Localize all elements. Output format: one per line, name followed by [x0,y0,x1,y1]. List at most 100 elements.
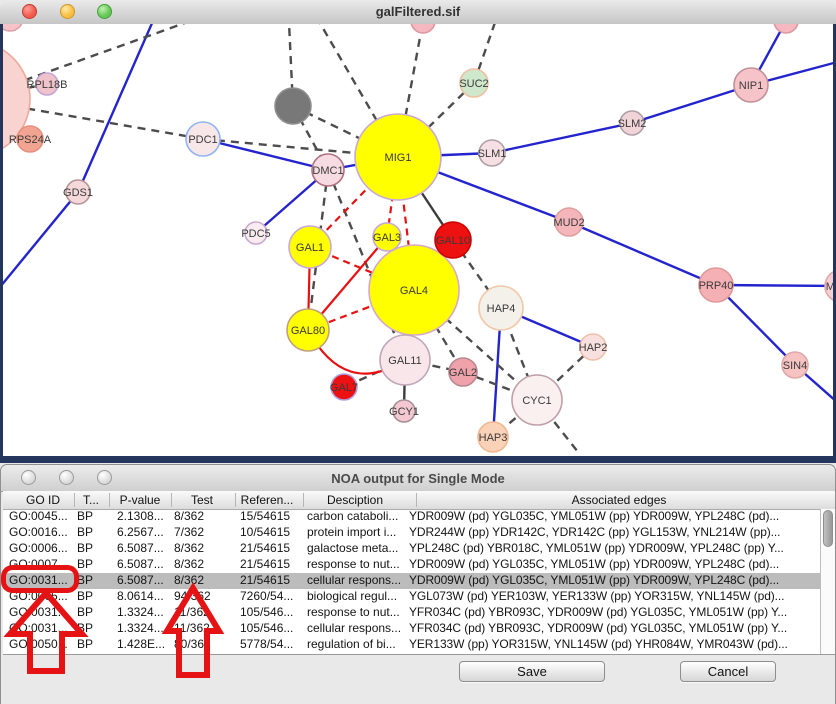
column-header-go[interactable]: GO ID [25,493,61,507]
graph-node-label: GAL10 [436,235,470,247]
graph-node-gal3[interactable] [372,222,402,252]
column-separator[interactable] [171,493,172,507]
graph-node-hap2[interactable] [579,333,607,361]
graph-edge[interactable] [202,137,329,172]
graph-node-gal4[interactable] [368,244,460,336]
table-row[interactable]: GO:0031... BP 6.5087... 8/362 21/54615 cellul… [3,573,820,589]
cell-pvalue: 6.5087... [117,573,164,587]
cell-pvalue: 1.428E... [117,637,166,651]
column-header-description[interactable]: Desciption [326,493,384,507]
noa-window-titlebar[interactable]: NOA output for Single Mode [1,465,835,492]
graph-edge[interactable] [568,220,717,287]
graph-node-label: MSN5 [826,281,833,293]
cell-edges: YFR034C (pd) YBR093C, YDR009W (pd) YGL03… [409,621,788,635]
graph-node-pdc5[interactable] [244,221,268,245]
close-button[interactable] [21,470,36,485]
cell-description: response to nut... [307,605,400,619]
column-header-reference[interactable]: Referen... [240,493,294,507]
graph-edge[interactable] [309,156,399,248]
graph-edge[interactable] [715,284,796,366]
cell-go: GO:0050... [9,637,68,651]
graph-node-gds1[interactable] [65,179,91,205]
graph-edge[interactable] [3,82,48,99]
network-graph[interactable]: MIG1 GAL4 GAL11 RPL18B RPS24A GDS1 PDC1 DMC1 SUC… [3,24,833,456]
graph-node-nip1[interactable] [733,67,769,103]
graph-node-gal7[interactable] [330,373,358,401]
graph-node-rpl18b[interactable] [35,72,59,96]
column-separator[interactable] [303,493,304,507]
graph-node-gal80[interactable] [286,308,330,352]
graph-node-label: HAP2 [579,342,608,354]
graph-node-label: GAL1 [296,242,324,254]
graph-node-gal11[interactable] [379,334,431,386]
graph-node-gal2[interactable] [448,357,478,387]
column-separator[interactable] [74,493,75,507]
graph-node-rps24a[interactable] [16,125,44,153]
table-header[interactable]: GO ID T... P-value Test Referen... Desciption… [3,491,835,510]
graph-edge[interactable] [536,399,579,453]
table-row[interactable]: GO:0045... BP 2.1308... 8/362 15/54615 carbon… [3,509,820,525]
graph-edge[interactable] [3,191,79,287]
table-row[interactable]: GO:0016... BP 6.2567... 7/362 10/54615 protei… [3,525,820,541]
graph-node-mig1[interactable] [354,113,442,201]
graph-node-hap4[interactable] [478,285,524,331]
graph-edge[interactable] [3,99,204,141]
graph-node-sin4[interactable] [781,351,809,379]
noa-output-window: NOA output for Single Mode GO ID T... P-va… [0,464,836,704]
column-header-pvalue[interactable]: P-value [119,493,161,507]
table-row[interactable]: GO:0031... BP 1.3324... 11/362 105/546... cel… [3,621,820,637]
graph-edge[interactable] [396,24,424,158]
network-window-titlebar[interactable]: galFiltered.sif [0,0,836,25]
save-button[interactable]: Save [459,661,605,682]
column-separator[interactable] [109,493,110,507]
graph-node-slm1[interactable] [478,139,506,167]
graph-node-cyc1[interactable] [511,374,563,426]
graph-node-gal10[interactable] [434,221,472,259]
column-header-test[interactable]: Test [190,493,214,507]
cancel-button[interactable]: Cancel [680,661,776,682]
graph-node-topleft[interactable] [3,24,23,32]
table-row[interactable]: GO:0065... BP 8.0614... 94/362 7260/54... bio… [3,589,820,605]
zoom-button[interactable] [97,4,112,19]
cell-pvalue: 6.5087... [117,541,164,555]
table-row[interactable]: GO:0006... BP 6.5087... 8/362 21/54615 galact… [3,541,820,557]
graph-node-hap3[interactable] [477,421,509,453]
column-header-edges[interactable]: Associated edges [571,493,667,507]
cell-description: biological regul... [307,589,398,603]
graph-node-topright[interactable] [773,24,799,34]
table-row[interactable]: GO:0050... BP 1.428E... 80/362 5778/54... reg… [3,637,820,653]
table-row[interactable]: GO:0031... BP 1.3324... 11/362 105/546... res… [3,605,820,621]
graph-node-gcy1[interactable] [392,399,416,423]
graph-node-msn5[interactable] [824,270,833,302]
graph-node-mud2[interactable] [554,207,584,237]
graph-edge[interactable] [491,121,633,155]
graph-node-dmc1[interactable] [311,153,345,187]
minimize-button[interactable] [60,4,75,19]
network-canvas[interactable]: MIG1 GAL4 GAL11 RPL18B RPS24A GDS1 PDC1 DMC1 SUC… [0,24,836,463]
column-header-type[interactable]: T... [82,493,100,507]
graph-node-pdc1[interactable] [185,121,221,157]
graph-edge[interactable] [202,137,399,159]
graph-node-slm2[interactable] [619,110,645,136]
graph-node-topcenter[interactable] [410,24,436,34]
column-separator[interactable] [235,493,236,507]
graph-node-prp40[interactable] [698,267,734,303]
zoom-button[interactable] [97,470,112,485]
graph-edge[interactable] [292,104,399,159]
graph-node-graynode[interactable] [274,87,312,125]
close-button[interactable] [22,4,37,19]
vertical-scrollbar[interactable] [820,509,835,654]
graph-node-gal1[interactable] [288,225,332,269]
graph-edge[interactable] [76,24,160,193]
cell-reference: 10/54615 [240,525,291,539]
scrollbar-thumb[interactable] [823,510,833,547]
minimize-button[interactable] [59,470,74,485]
graph-edge[interactable] [715,283,833,288]
graph-edge[interactable] [631,83,752,125]
column-separator[interactable] [416,493,417,507]
graph-node-bigleft[interactable] [3,41,31,157]
cell-go: GO:0016... [9,525,68,539]
graph-node-suc2[interactable] [459,68,489,98]
table-row[interactable]: GO:0007... BP 6.5087... 8/362 21/54615 respon… [3,557,820,573]
cell-go: GO:0031... [9,605,68,619]
